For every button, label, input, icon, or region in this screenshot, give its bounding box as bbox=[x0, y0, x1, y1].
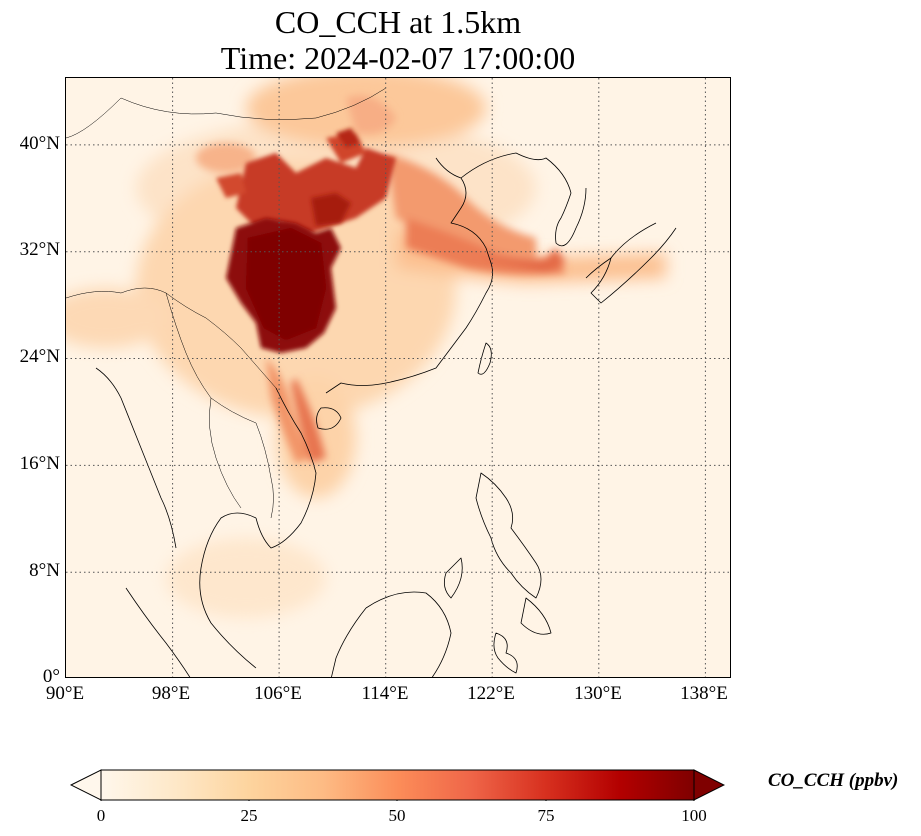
colorbar-label: CO_CCH (ppbv) bbox=[768, 770, 899, 791]
lon-tick-label: 138°E bbox=[680, 683, 728, 704]
colorbar-tick-label: 25 bbox=[240, 806, 258, 825]
coastlines bbox=[66, 87, 677, 677]
map-canvas bbox=[66, 78, 730, 677]
colorbar-extend-min bbox=[69, 769, 102, 801]
colorbar-svg bbox=[69, 769, 726, 804]
lat-tick-label: 0° bbox=[42, 666, 60, 687]
lon-tick-label: 122°E bbox=[467, 683, 515, 704]
colorbar-tick-label: 100 bbox=[681, 806, 707, 825]
colorbar-tick-label: 0 bbox=[96, 806, 106, 825]
map-plot-area bbox=[65, 77, 731, 678]
map-subtitle-time: Time: 2024-02-07 17:00:00 bbox=[220, 40, 576, 76]
lat-tick-label: 16°N bbox=[19, 453, 60, 474]
lat-tick-label: 40°N bbox=[19, 133, 60, 154]
lat-tick-label: 24°N bbox=[19, 346, 60, 367]
lon-tick-label: 106°E bbox=[254, 683, 302, 704]
gridlines bbox=[66, 78, 730, 677]
lon-tick-label: 130°E bbox=[574, 683, 622, 704]
co-plume-high bbox=[216, 128, 396, 238]
colorbar-tick-label: 75 bbox=[537, 806, 555, 825]
colorbar bbox=[69, 769, 726, 804]
co-plume-core bbox=[226, 193, 351, 353]
lat-tick-label: 8°N bbox=[29, 560, 60, 581]
lon-tick-label: 98°E bbox=[151, 683, 191, 704]
colorbar-extend-max bbox=[693, 769, 726, 801]
colorbar-gradient bbox=[100, 769, 695, 801]
lon-tick-label: 90°E bbox=[45, 683, 85, 704]
colorbar-tick-label: 50 bbox=[388, 806, 406, 825]
lon-tick-label: 114°E bbox=[361, 683, 409, 704]
map-title: CO_CCH at 1.5km bbox=[274, 4, 522, 40]
lat-tick-label: 32°N bbox=[19, 239, 60, 260]
